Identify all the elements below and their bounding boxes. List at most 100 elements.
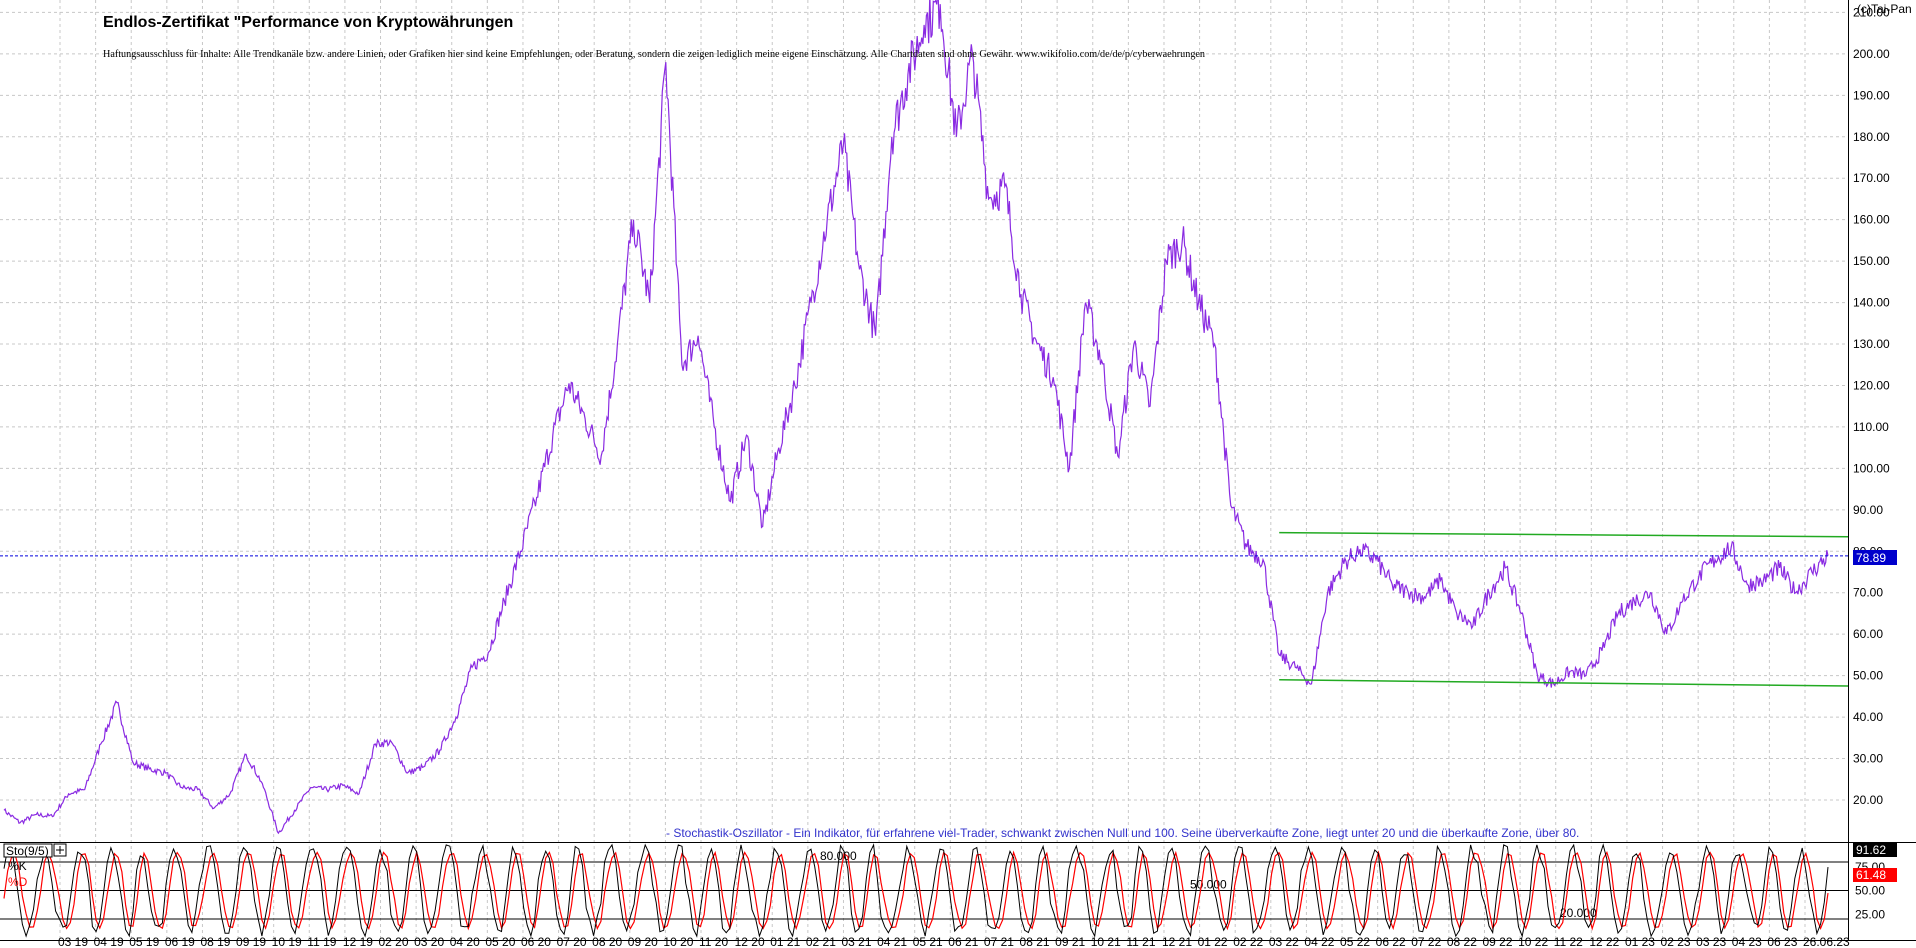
x-tick-label: 11 21 xyxy=(1126,935,1155,948)
oscillator-y-tick: 50.00 xyxy=(1855,884,1885,898)
grid xyxy=(0,0,1848,940)
x-tick-label: 01 21 xyxy=(770,935,800,948)
y-tick-label: 60.00 xyxy=(1853,627,1883,641)
x-tick-label: 11 20 xyxy=(699,935,728,948)
x-tick-label: 09 20 xyxy=(628,935,658,948)
x-tick-label: 08 22 xyxy=(1447,935,1477,948)
x-tick-label: 05 22 xyxy=(1340,935,1370,948)
x-tick-label: 06 23 xyxy=(1767,935,1797,948)
oscillator-legend: Sto(9/5) %K %D xyxy=(3,843,67,889)
price-axis: 210.00 200.00 190.00 180.00 170.00 160.00 150.… xyxy=(1853,5,1890,807)
x-tick-label: 03 19 xyxy=(58,935,88,948)
y-tick-label: 30.00 xyxy=(1853,752,1883,766)
oscillator-level-label: 20.000 xyxy=(1560,906,1597,920)
x-tick-label: 09 19 xyxy=(236,935,266,948)
y-tick-label: 180.00 xyxy=(1853,130,1890,144)
disclaimer-text: Haftungsausschluss für Inhalte: Alle Tre… xyxy=(103,49,1205,60)
x-tick-label: 26.06.23 xyxy=(1803,935,1850,948)
x-tick-label: 08 19 xyxy=(200,935,230,948)
current-value-label: 78.89 xyxy=(1856,551,1886,565)
x-tick-label: 02 22 xyxy=(1233,935,1263,948)
d-label: %D xyxy=(8,875,28,889)
chart-title: Endlos-Zertifikat "Performance von Krypt… xyxy=(103,14,513,31)
x-tick-label: 12 19 xyxy=(343,935,373,948)
y-tick-label: 190.00 xyxy=(1853,88,1890,102)
x-tick-label: 05 21 xyxy=(913,935,943,948)
oscillator-k-line xyxy=(3,843,1829,938)
x-tick-label: 03 22 xyxy=(1269,935,1299,948)
x-tick-label: 10 20 xyxy=(663,935,693,948)
x-tick-label: 05 19 xyxy=(129,935,159,948)
x-tick-label: 06 19 xyxy=(165,935,195,948)
y-tick-label: 210.00 xyxy=(1853,5,1890,19)
x-tick-label: 12 22 xyxy=(1589,935,1619,948)
current-value-badge: 78.89 xyxy=(1853,550,1897,565)
oscillator-name: Sto(9/5) xyxy=(6,844,49,858)
d-value-label: 61.48 xyxy=(1856,868,1886,882)
x-tick-label: 10 19 xyxy=(272,935,302,948)
oscillator-level-label: 50.000 xyxy=(1190,878,1227,892)
k-value-label: 91.62 xyxy=(1856,843,1886,857)
x-tick-label: 10 22 xyxy=(1518,935,1548,948)
x-tick-label: 06 21 xyxy=(948,935,978,948)
x-tick-label: 07 21 xyxy=(984,935,1014,948)
y-tick-label: 120.00 xyxy=(1853,378,1890,392)
x-tick-label: 01 22 xyxy=(1198,935,1228,948)
x-tick-label: 10 21 xyxy=(1091,935,1121,948)
y-tick-label: 50.00 xyxy=(1853,669,1883,683)
x-tick-label: 02 21 xyxy=(806,935,836,948)
x-tick-label: 11 19 xyxy=(307,935,336,948)
y-tick-label: 90.00 xyxy=(1853,503,1883,517)
x-tick-label: 07 20 xyxy=(557,935,587,948)
y-tick-label: 130.00 xyxy=(1853,337,1890,351)
time-axis: 03 19 04 19 05 19 06 19 08 19 09 19 10 19 11 19… xyxy=(58,935,1850,948)
y-tick-label: 20.00 xyxy=(1853,793,1883,807)
oscillator-annotation: - Stochastik-Oszillator - Ein Indikator,… xyxy=(666,826,1579,840)
x-tick-label: 03 21 xyxy=(841,935,871,948)
oscillator-d-line xyxy=(3,850,1829,931)
x-tick-label: 07 22 xyxy=(1411,935,1441,948)
x-tick-label: 12 21 xyxy=(1162,935,1192,948)
x-tick-label: 04 23 xyxy=(1732,935,1762,948)
x-tick-label: 04 19 xyxy=(94,935,124,948)
x-tick-label: 04 22 xyxy=(1304,935,1334,948)
oscillator-lines xyxy=(3,843,1829,938)
x-tick-label: 02 20 xyxy=(379,935,409,948)
y-tick-label: 200.00 xyxy=(1853,47,1890,61)
x-tick-label: 09 22 xyxy=(1482,935,1512,948)
channel-lines xyxy=(1279,531,1849,687)
copyright-label: (c)Tai-Pan xyxy=(1857,2,1912,16)
x-tick-label: 08 20 xyxy=(592,935,622,948)
x-tick-label: 04 21 xyxy=(877,935,907,948)
x-tick-label: 12 20 xyxy=(735,935,765,948)
y-tick-label: 70.00 xyxy=(1853,586,1883,600)
oscillator-y-tick: 25.00 xyxy=(1855,907,1885,921)
y-tick-label: 170.00 xyxy=(1853,171,1890,185)
x-tick-label: 03 20 xyxy=(414,935,444,948)
y-tick-label: 110.00 xyxy=(1853,420,1889,434)
x-tick-label: 06 20 xyxy=(521,935,551,948)
x-tick-label: 11 22 xyxy=(1554,935,1583,948)
x-tick-label: 06 22 xyxy=(1376,935,1406,948)
d-value-badge: 61.48 xyxy=(1853,868,1897,882)
x-tick-label: 02 23 xyxy=(1661,935,1691,948)
x-tick-label: 01 23 xyxy=(1625,935,1655,948)
y-tick-label: 140.00 xyxy=(1853,296,1890,310)
x-tick-label: 04 20 xyxy=(450,935,480,948)
x-tick-label: 03 23 xyxy=(1696,935,1726,948)
k-value-badge: 91.62 xyxy=(1853,843,1897,857)
k-label: %K xyxy=(8,859,27,873)
channel-line xyxy=(1279,679,1849,687)
x-tick-label: 08 21 xyxy=(1020,935,1050,948)
y-tick-label: 40.00 xyxy=(1853,710,1883,724)
y-tick-label: 100.00 xyxy=(1853,461,1890,475)
y-tick-label: 160.00 xyxy=(1853,213,1890,227)
price-line xyxy=(3,0,1829,835)
channel-line xyxy=(1279,531,1849,538)
x-tick-label: 05 20 xyxy=(485,935,515,948)
x-tick-label: 09 21 xyxy=(1055,935,1085,948)
y-tick-label: 150.00 xyxy=(1853,254,1890,268)
